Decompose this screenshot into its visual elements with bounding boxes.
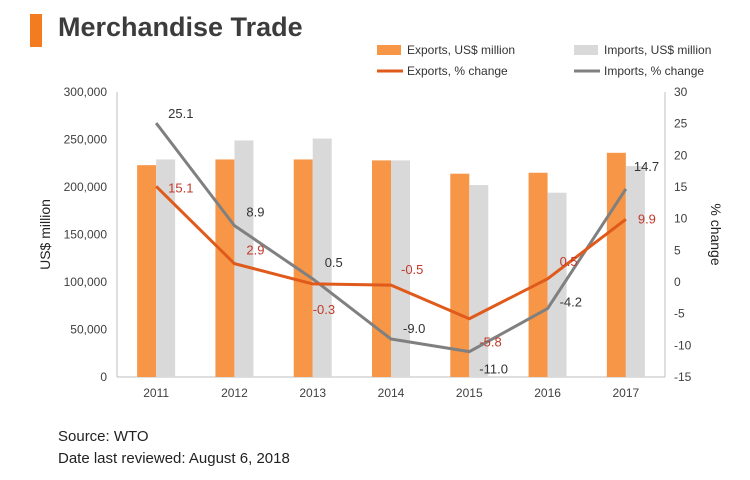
last-reviewed-note: Date last reviewed: August 6, 2018 [58, 450, 290, 467]
y-tick-label-right: 0 [674, 275, 681, 289]
y-tick-label-left: 150,000 [64, 228, 108, 242]
legend-label: Exports, US$ million [407, 43, 515, 57]
bar-imports [547, 192, 567, 377]
y-tick-label-right: 25 [674, 117, 688, 131]
x-tick-label: 2017 [613, 386, 640, 400]
y-tick-label-right: 10 [674, 212, 688, 226]
x-tick-label: 2014 [378, 386, 405, 400]
x-tick-label: 2015 [456, 386, 483, 400]
y-tick-label-left: 50,000 [70, 323, 107, 337]
y-axis-right-title: % change [708, 203, 724, 265]
y-tick-label-left: 250,000 [64, 133, 108, 147]
bar-exports [293, 159, 313, 377]
bar-exports [215, 159, 235, 377]
bar-imports [625, 166, 645, 377]
data-label-exports-change: 15.1 [168, 180, 193, 195]
y-tick-label-left: 300,000 [64, 85, 108, 99]
bar-exports [372, 160, 391, 377]
data-label-imports-change: 14.7 [634, 159, 659, 174]
data-label-imports-change: 25.1 [168, 106, 193, 121]
y-tick-label-left: 100,000 [64, 275, 108, 289]
y-tick-label-right: 5 [674, 243, 681, 257]
x-tick-label: 2013 [299, 386, 326, 400]
page-title: Merchandise Trade [58, 12, 303, 42]
bar-imports [469, 185, 489, 377]
y-tick-label-right: -15 [674, 370, 692, 384]
bar-exports [137, 165, 157, 377]
x-tick-label: 2011 [143, 386, 169, 400]
data-label-exports-change: 0.5 [560, 254, 578, 269]
legend-label: Exports, % change [407, 64, 508, 78]
y-tick-label-right: 15 [674, 180, 688, 194]
bar-exports [528, 172, 548, 377]
bar-exports [450, 173, 470, 377]
data-label-imports-change: 8.9 [246, 205, 264, 220]
bar-imports [234, 140, 254, 377]
data-label-exports-change: -0.3 [313, 302, 335, 317]
chart-data-labels: 15.1 2.9 -0.3 -0.5 -5.8 0.5 9.9 25.1 8.9 0.5 -9.0 -… [168, 106, 659, 377]
legend-label: Imports, % change [604, 64, 704, 78]
data-label-exports-change: 2.9 [246, 243, 264, 258]
data-label-imports-change: 0.5 [325, 255, 343, 270]
bar-imports [312, 138, 332, 377]
y-tick-label-left: 200,000 [64, 180, 108, 194]
chart-axes: 0 50,000 100,000 150,000 200,000 250,000 300,0… [37, 85, 724, 400]
data-label-exports-change: 9.9 [638, 211, 656, 226]
chart-bars [137, 138, 645, 377]
chart-lines [154, 122, 628, 354]
y-axis-left-title: US$ million [37, 199, 53, 270]
data-label-exports-change: -0.5 [401, 262, 423, 277]
data-label-imports-change: -4.2 [560, 295, 582, 310]
source-note: Source: WTO [58, 428, 149, 445]
bar-imports [156, 159, 176, 377]
legend-swatch [574, 45, 598, 55]
chart-legend: Exports, US$ million Imports, US$ million… [377, 43, 711, 78]
legend-label: Imports, US$ million [604, 43, 711, 57]
y-tick-label-right: 30 [674, 85, 688, 99]
bar-exports [606, 152, 626, 377]
y-tick-label-left: 0 [100, 370, 107, 384]
x-tick-label: 2016 [534, 386, 561, 400]
bar-imports [391, 160, 410, 377]
data-label-imports-change: -11.0 [479, 362, 508, 377]
line-imports-change [154, 122, 628, 354]
legend-swatch [377, 45, 401, 55]
y-tick-label-right: -10 [674, 338, 692, 352]
x-tick-label: 2012 [221, 386, 248, 400]
y-tick-label-right: -5 [674, 307, 685, 321]
data-label-imports-change: -9.0 [403, 321, 425, 336]
y-tick-label-right: 20 [674, 148, 688, 162]
title-accent-bar [30, 14, 42, 47]
data-label-exports-change: -5.8 [479, 335, 501, 350]
line-exports-change [155, 185, 627, 321]
